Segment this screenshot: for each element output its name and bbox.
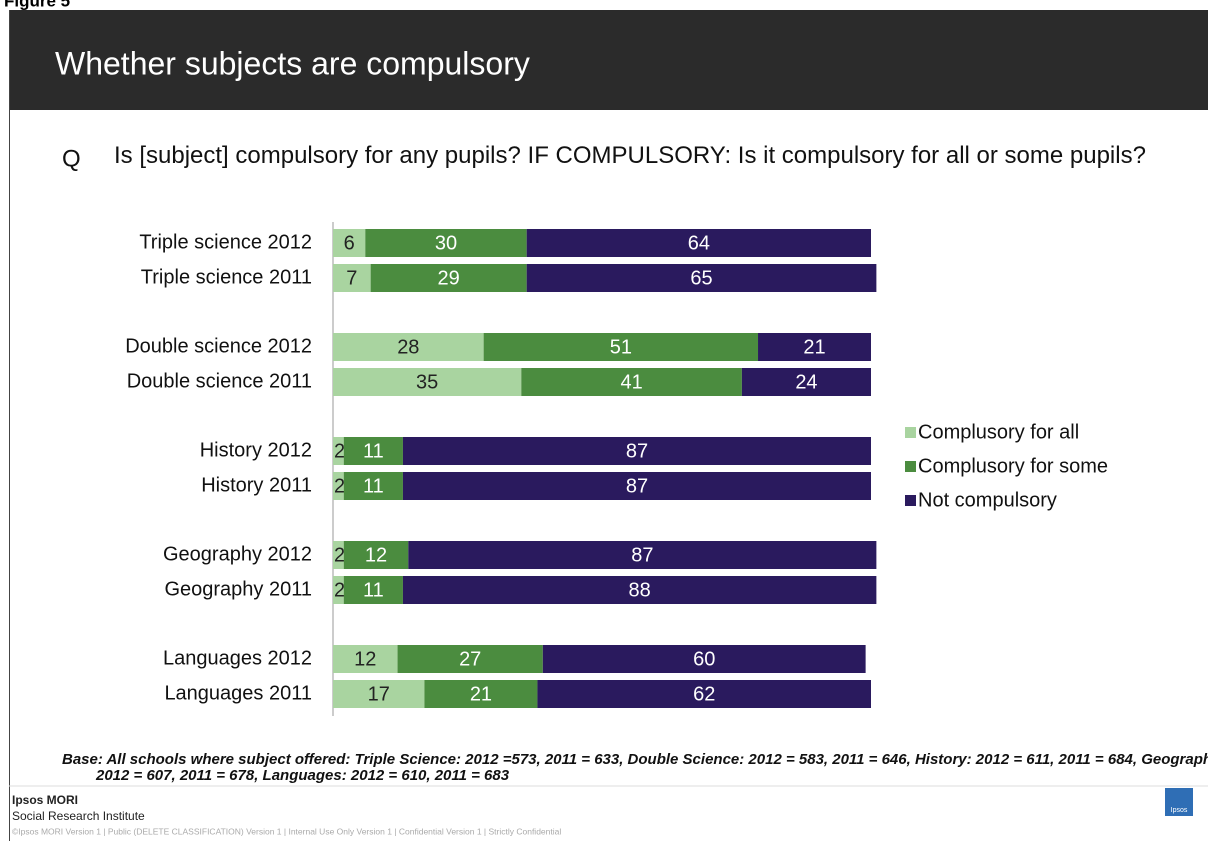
bar-segment — [343, 576, 403, 604]
value-label: 11 — [363, 579, 384, 601]
header-bar — [9, 10, 1208, 110]
bar-segment — [526, 229, 871, 257]
legend-label: Complusory for all — [918, 421, 1079, 443]
bar-segment — [370, 264, 527, 292]
bar-segment — [333, 541, 344, 569]
value-label: 87 — [631, 544, 653, 566]
bar-segment — [758, 333, 871, 361]
bar-segment — [333, 645, 398, 673]
value-label: 87 — [626, 475, 648, 497]
value-label: 12 — [354, 648, 376, 670]
category-label: Geography 2012 — [163, 543, 312, 565]
legend-label: Not compulsory — [918, 489, 1057, 511]
value-label: 30 — [435, 232, 457, 254]
value-label: 28 — [397, 336, 419, 358]
bar-segment — [402, 437, 871, 465]
value-label: 11 — [363, 475, 384, 497]
bar-segment — [741, 368, 871, 396]
bar-segment — [402, 472, 871, 500]
category-label: Double science 2011 — [127, 370, 312, 392]
footer-classification: ©Ipsos MORI Version 1 | Public (DELETE C… — [12, 826, 561, 836]
bar-segment — [542, 645, 866, 673]
value-label: 87 — [626, 440, 648, 462]
category-label: Triple science 2011 — [141, 266, 312, 288]
value-label: 21 — [470, 683, 492, 705]
value-label: 17 — [368, 683, 390, 705]
category-label: Languages 2011 — [164, 682, 312, 704]
value-label: 65 — [690, 267, 712, 289]
value-label: 2 — [334, 440, 345, 462]
value-label: 21 — [803, 336, 825, 358]
legend-swatch — [905, 461, 916, 472]
category-label: Triple science 2012 — [139, 231, 312, 253]
value-label: 12 — [365, 544, 387, 566]
bar-segment — [333, 576, 344, 604]
legend-swatch — [905, 427, 916, 438]
category-label: Geography 2011 — [164, 578, 312, 600]
value-label: 2 — [334, 475, 345, 497]
logo-text: Ipsos — [1171, 807, 1188, 814]
bar-segment — [483, 333, 759, 361]
figure-label: Figure 5 — [4, 0, 70, 10]
category-label: History 2012 — [200, 439, 312, 461]
bar-segment — [402, 576, 877, 604]
value-label: 41 — [620, 371, 642, 393]
bar-segment — [333, 333, 484, 361]
footer-institute: Social Research Institute — [12, 809, 145, 823]
bar-segment — [333, 264, 371, 292]
category-label: History 2011 — [201, 474, 312, 496]
value-label: 64 — [688, 232, 710, 254]
value-label: 88 — [629, 579, 651, 601]
legend-label: Complusory for some — [918, 455, 1108, 477]
value-label: 2 — [334, 544, 345, 566]
bar-segment — [343, 472, 403, 500]
bar-segment — [333, 472, 344, 500]
bar-segment — [365, 229, 527, 257]
bar-segment — [397, 645, 543, 673]
bar-segment — [424, 680, 538, 708]
value-label: 62 — [693, 683, 715, 705]
value-label: 51 — [610, 336, 632, 358]
category-label: Double science 2012 — [125, 335, 312, 357]
bar-segment — [521, 368, 742, 396]
footer-brand: Ipsos MORI — [12, 793, 78, 807]
value-label: 60 — [693, 648, 715, 670]
value-label: 27 — [459, 648, 481, 670]
value-label: 35 — [416, 371, 438, 393]
value-label: 24 — [795, 371, 817, 393]
base-note: Base: All schools where subject offered:… — [62, 751, 1208, 784]
value-label: 2 — [334, 579, 345, 601]
legend-swatch — [905, 495, 916, 506]
bar-segment — [333, 437, 344, 465]
value-label: 6 — [344, 232, 355, 254]
bar-segment — [333, 368, 522, 396]
bar-segment — [333, 229, 366, 257]
bar-segment — [408, 541, 877, 569]
category-label: Languages 2012 — [163, 647, 312, 669]
question: Is [subject] compulsory for any pupils? … — [114, 142, 1146, 169]
bar-segment — [526, 264, 877, 292]
bar-segment — [343, 541, 409, 569]
value-label: 29 — [438, 267, 460, 289]
value-label: 11 — [363, 440, 384, 462]
logo — [1165, 788, 1193, 816]
chart-title: Whether subjects are compulsory — [55, 45, 530, 81]
bar-segment — [333, 680, 425, 708]
bar-segment — [537, 680, 871, 708]
bar-segment — [343, 437, 403, 465]
value-label: 7 — [346, 267, 357, 289]
question-marker: Q — [62, 145, 81, 172]
